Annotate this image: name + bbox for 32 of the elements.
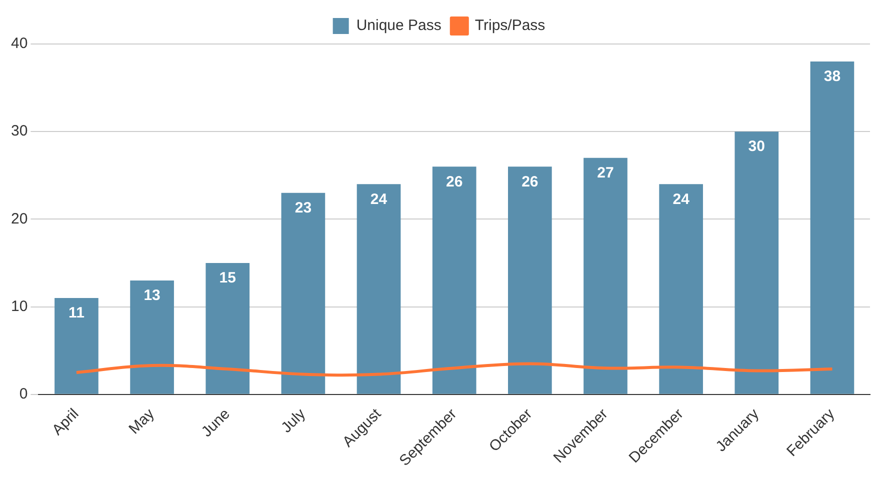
legend-label: Unique Pass [356, 17, 442, 34]
bar [281, 192, 326, 394]
data-label: 26 [522, 173, 538, 190]
line-series [74, 362, 834, 377]
bar [810, 62, 854, 394]
bar [508, 166, 552, 394]
y-tick-label: 40 [10, 35, 28, 52]
bar [734, 132, 779, 394]
y-tick-label: 10 [10, 298, 28, 315]
data-label: 27 [597, 164, 614, 182]
bar [130, 280, 174, 394]
data-label: 23 [294, 200, 312, 217]
bar [659, 184, 703, 394]
y-tick-label: 0 [19, 386, 28, 403]
legend-label: Trips/Pass [474, 17, 546, 34]
data-label: 38 [824, 68, 841, 86]
bar [356, 184, 401, 394]
data-label: 24 [672, 190, 690, 208]
data-label: 15 [219, 270, 236, 287]
data-label: 11 [68, 304, 84, 322]
y-tick-label: 30 [10, 122, 28, 140]
bar [54, 298, 98, 394]
x-tick-label: July [278, 405, 310, 436]
data-label: 30 [748, 138, 765, 156]
bar [584, 158, 628, 394]
bar [206, 262, 250, 394]
y-tick-label: 20 [10, 210, 28, 228]
data-label: 24 [370, 190, 388, 208]
bar [432, 166, 476, 394]
data-label: 13 [144, 287, 160, 304]
data-label: 26 [446, 173, 463, 190]
x-tick-label: May [126, 405, 158, 438]
